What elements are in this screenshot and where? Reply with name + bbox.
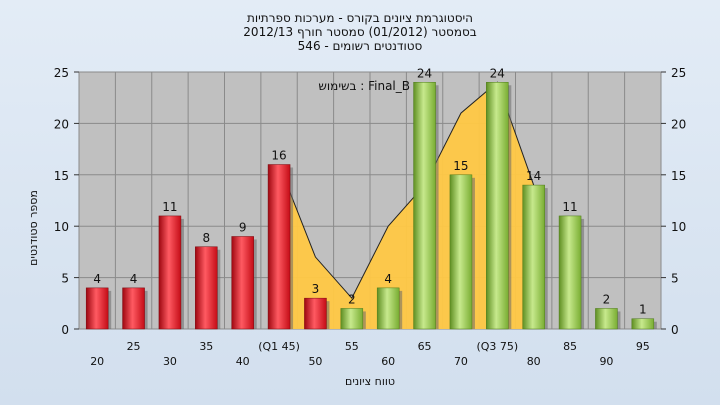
y-tick-right: 10: [671, 220, 686, 234]
chart-title-line-3: סטודנטים רשומים - 546: [298, 39, 423, 53]
bar-(Q3 75): [486, 82, 509, 330]
data-label: 2: [603, 292, 611, 306]
data-label: 15: [453, 159, 468, 173]
y-axis-label: מספר סטודנטים: [27, 190, 40, 266]
bar-50: [304, 297, 327, 330]
data-label: 1: [639, 303, 647, 317]
x-tick-label: 85: [563, 340, 577, 353]
bar-65: [413, 82, 436, 330]
bar-60: [376, 287, 400, 330]
y-tick-left: 5: [61, 272, 69, 286]
data-label: 4: [384, 272, 392, 286]
x-tick-label: 70: [454, 355, 468, 368]
y-tick-left: 0: [61, 323, 69, 337]
y-tick-right: 5: [671, 272, 679, 286]
x-tick-label: 60: [381, 355, 395, 368]
data-label: 24: [417, 66, 432, 80]
bar-(Q1 45): [267, 164, 291, 330]
x-tick-label: 35: [199, 340, 213, 353]
y-tick-right: 0: [671, 323, 679, 337]
bar-30: [158, 215, 182, 330]
y-tick-right: 20: [671, 117, 686, 131]
data-label: 24: [490, 66, 505, 80]
x-tick-label: 95: [636, 340, 650, 353]
x-tick-label: 55: [345, 340, 359, 353]
y-tick-left: 10: [54, 220, 69, 234]
y-tick-right: 25: [671, 66, 686, 80]
x-tick-label: (Q3 75): [476, 340, 518, 353]
x-tick-label: 80: [527, 355, 541, 368]
x-tick-label: 20: [90, 355, 104, 368]
bar-80: [522, 184, 545, 330]
data-label: 8: [202, 231, 210, 245]
data-label: 14: [526, 169, 541, 183]
data-label: 3: [312, 282, 320, 296]
x-tick-label: 65: [418, 340, 432, 353]
data-label: 4: [93, 272, 101, 286]
y-tick-left: 20: [54, 117, 69, 131]
x-tick-label: 90: [599, 355, 613, 368]
x-axis-label: טווח ציונים: [345, 375, 395, 388]
data-label: 11: [162, 200, 177, 214]
bar-25: [122, 287, 145, 330]
annotation-text: בשימוש : Final_B: [318, 79, 410, 93]
bar-35: [195, 246, 218, 330]
data-label: 9: [239, 220, 247, 234]
data-label: 4: [130, 272, 138, 286]
chart-title-line-2: בסמסטר (01/2012) סמסטר חורף 2012/13: [243, 25, 476, 39]
y-tick-right: 15: [671, 169, 686, 183]
bar-90: [595, 308, 618, 330]
y-tick-left: 25: [54, 66, 69, 80]
bars-group: [85, 82, 657, 330]
bar-85: [558, 215, 582, 330]
data-label: 11: [562, 200, 577, 214]
bar-20: [85, 287, 109, 330]
bar-40: [231, 236, 254, 330]
x-tick-label: 40: [236, 355, 250, 368]
bar-95: [631, 318, 655, 330]
bar-70: [449, 174, 473, 330]
y-tick-left: 15: [54, 169, 69, 183]
chart-title-group: היסטוגרמת ציונים בקורס - מערכות ספרתיות …: [243, 11, 476, 53]
x-tick-label: 30: [163, 355, 177, 368]
data-label: 2: [348, 292, 356, 306]
x-tick-label: (Q1 45): [258, 340, 300, 353]
bar-55: [340, 308, 364, 330]
chart-title-line-1: היסטוגרמת ציונים בקורס - מערכות ספרתיות: [247, 11, 473, 25]
x-tick-label: 50: [308, 355, 322, 368]
x-tick-label: 25: [127, 340, 141, 353]
data-label: 16: [271, 149, 286, 163]
